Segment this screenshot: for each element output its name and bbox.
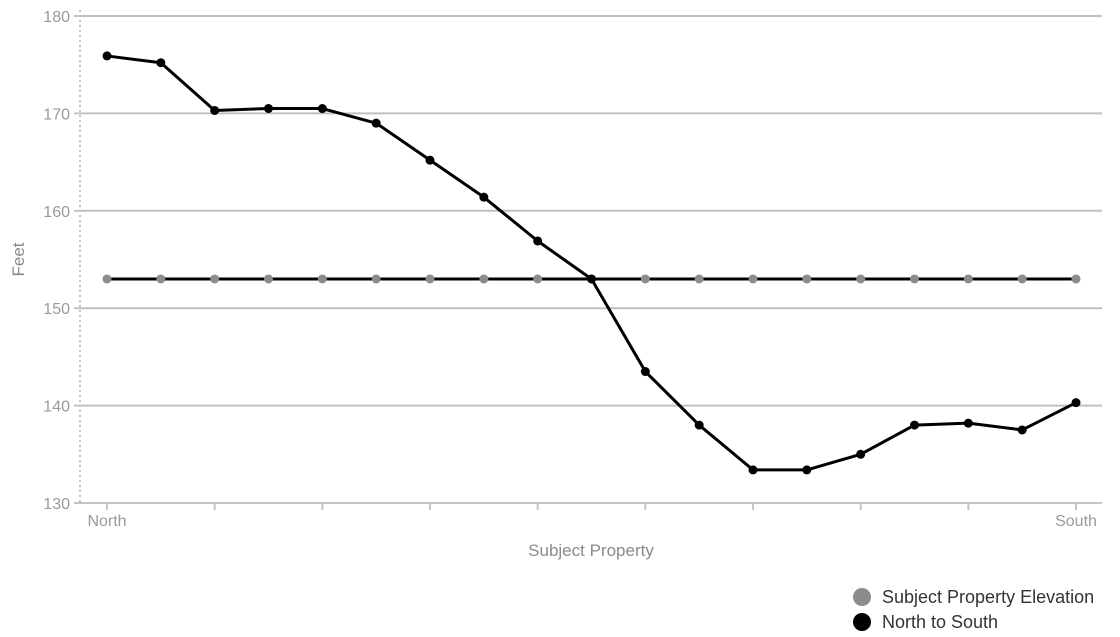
data-point-subject-property-elevation-2[interactable]: [210, 274, 220, 284]
data-point-subject-property-elevation-12[interactable]: [748, 274, 758, 284]
data-point-subject-property-elevation-18[interactable]: [1071, 274, 1081, 284]
data-point-subject-property-elevation-4[interactable]: [317, 274, 327, 284]
x-tick-label-north: North: [87, 513, 126, 530]
data-point-north-to-south-0[interactable]: [102, 51, 112, 61]
data-point-north-to-south-3[interactable]: [264, 104, 273, 114]
x-axis-title: Subject Property: [528, 541, 654, 560]
data-point-subject-property-elevation-16[interactable]: [963, 274, 973, 284]
y-tick-label-150: 150: [43, 301, 70, 318]
x-tick-label-south: South: [1055, 513, 1097, 530]
data-point-north-to-south-10[interactable]: [640, 367, 650, 377]
gridlines: [74, 15, 1102, 504]
legend-marker-north-to-south: [853, 613, 871, 631]
data-point-north-to-south-9[interactable]: [587, 274, 596, 284]
data-point-subject-property-elevation-7[interactable]: [479, 274, 489, 284]
legend: Subject Property Elevation North to Sout…: [853, 587, 1094, 632]
data-point-subject-property-elevation-15[interactable]: [910, 274, 919, 284]
data-point-subject-property-elevation-8[interactable]: [533, 274, 543, 284]
legend-label-subject-property-elevation: Subject Property Elevation: [882, 587, 1094, 607]
y-tick-labels: 130 140 150 160 170 180: [43, 9, 70, 513]
data-point-subject-property-elevation-11[interactable]: [694, 274, 704, 284]
data-point-north-to-south-14[interactable]: [856, 449, 866, 459]
data-point-north-to-south-1[interactable]: [156, 58, 166, 68]
legend-label-north-to-south: North to South: [882, 612, 998, 632]
y-tick-label-160: 160: [43, 204, 70, 221]
data-point-subject-property-elevation-3[interactable]: [264, 274, 273, 284]
data-point-north-to-south-11[interactable]: [694, 420, 704, 430]
data-point-subject-property-elevation-14[interactable]: [856, 274, 866, 284]
x-axis-ticks: [106, 503, 1077, 510]
legend-item-subject-property-elevation[interactable]: Subject Property Elevation: [853, 587, 1094, 607]
data-point-north-to-south-8[interactable]: [533, 236, 543, 246]
data-point-north-to-south-2[interactable]: [210, 105, 220, 115]
y-axis-title: Feet: [9, 242, 28, 276]
data-point-north-to-south-15[interactable]: [910, 420, 919, 430]
legend-marker-subject-property-elevation: [853, 588, 871, 606]
series-layer: [102, 51, 1081, 475]
data-point-subject-property-elevation-6[interactable]: [425, 274, 435, 284]
data-point-subject-property-elevation-5[interactable]: [371, 274, 381, 284]
data-point-subject-property-elevation-0[interactable]: [102, 274, 112, 284]
y-tick-label-180: 180: [43, 9, 70, 26]
data-point-north-to-south-6[interactable]: [425, 155, 435, 165]
data-point-north-to-south-13[interactable]: [802, 465, 812, 475]
data-point-subject-property-elevation-13[interactable]: [802, 274, 812, 284]
y-tick-label-170: 170: [43, 106, 70, 123]
data-point-north-to-south-17[interactable]: [1017, 425, 1027, 435]
data-point-north-to-south-16[interactable]: [963, 418, 973, 428]
legend-item-north-to-south[interactable]: North to South: [853, 612, 998, 632]
data-point-subject-property-elevation-1[interactable]: [156, 274, 166, 284]
series-line-north-to-south: [106, 54, 1077, 472]
y-tick-label-140: 140: [43, 399, 70, 416]
data-point-north-to-south-4[interactable]: [317, 104, 327, 114]
data-point-subject-property-elevation-10[interactable]: [640, 274, 650, 284]
data-point-north-to-south-7[interactable]: [479, 192, 489, 202]
data-point-north-to-south-5[interactable]: [371, 118, 381, 128]
series-north-to-south: [102, 51, 1081, 475]
data-point-north-to-south-18[interactable]: [1071, 398, 1081, 408]
data-point-subject-property-elevation-17[interactable]: [1017, 274, 1027, 284]
data-point-north-to-south-12[interactable]: [748, 465, 758, 475]
y-tick-label-130: 130: [43, 496, 70, 513]
